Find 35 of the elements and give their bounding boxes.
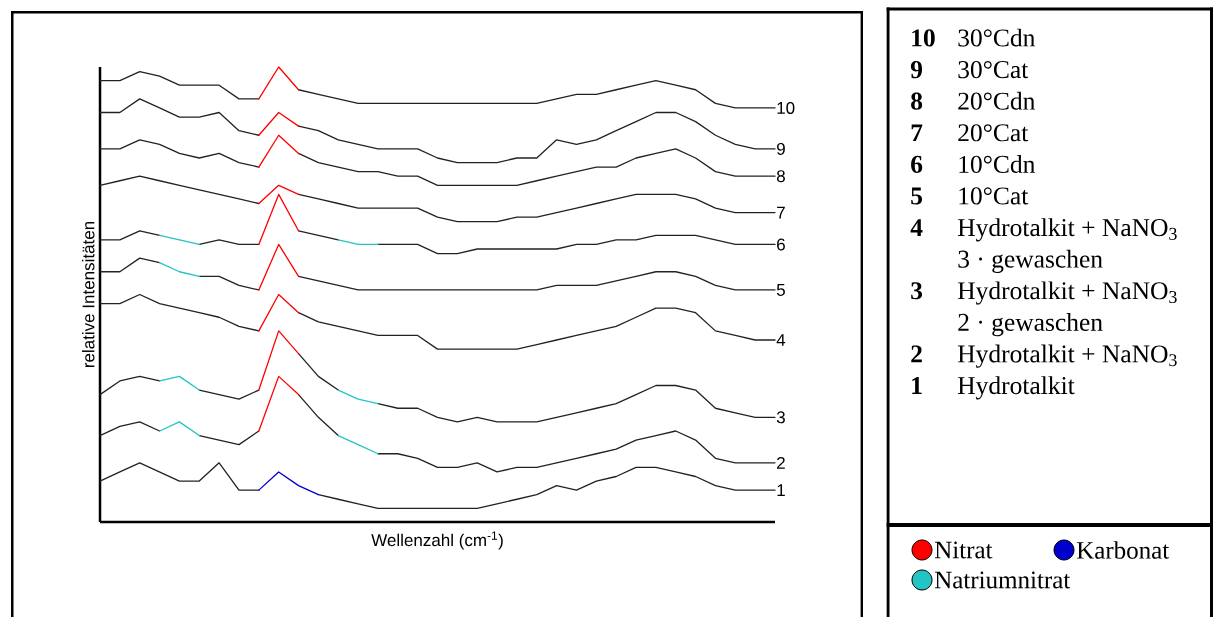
text: 8 xyxy=(911,92,923,110)
text: Hydrotalkit + NaNO$_{3}$ 2 · gewaschen xyxy=(957,281,1177,337)
text: Hydrotalkit + NaNO$_{3}$ 3 · gewaschen xyxy=(957,218,1177,274)
series-label: 1 xyxy=(777,484,785,496)
series-label: 8 xyxy=(776,170,785,183)
series-label: 7 xyxy=(777,206,785,219)
x-axis-title: Wellenzahl (cm$^{-1}$) xyxy=(371,531,503,550)
text: 20°Cat xyxy=(958,124,1029,142)
text: Hydrotalkit xyxy=(957,376,1075,400)
text: 10 xyxy=(912,29,935,47)
text: 2 xyxy=(911,345,922,363)
text: 1 xyxy=(912,377,922,394)
text: 10°Cat xyxy=(959,187,1029,205)
legend-label: Karbonat xyxy=(1076,541,1170,559)
text: 9 xyxy=(910,61,923,79)
text: 30°Cat xyxy=(958,60,1029,79)
text: 3 xyxy=(911,282,923,300)
text: 30°Cdn xyxy=(958,28,1036,47)
text: 4 xyxy=(910,219,923,236)
text: Hydrotalkit + NaNO$_{3}$ xyxy=(957,344,1177,368)
series-label: 3 xyxy=(776,411,785,424)
text: 10°Cdn xyxy=(959,155,1036,173)
series-label: 5 xyxy=(776,284,785,296)
series-label: 9 xyxy=(777,142,785,155)
text: 6 xyxy=(911,155,923,173)
series-label: 4 xyxy=(776,334,786,346)
text: 5 xyxy=(911,187,923,205)
legend-label: Nitrat xyxy=(934,541,993,559)
series-label: 10 xyxy=(777,101,795,114)
series-label: 6 xyxy=(777,238,785,251)
text: 7 xyxy=(911,124,923,142)
series-label: 2 xyxy=(777,456,785,469)
y-axis-title: relative Intensitäten xyxy=(82,221,95,368)
text: 20°Cdn xyxy=(958,91,1036,110)
legend-label: Natriumnitrat xyxy=(934,571,1071,589)
